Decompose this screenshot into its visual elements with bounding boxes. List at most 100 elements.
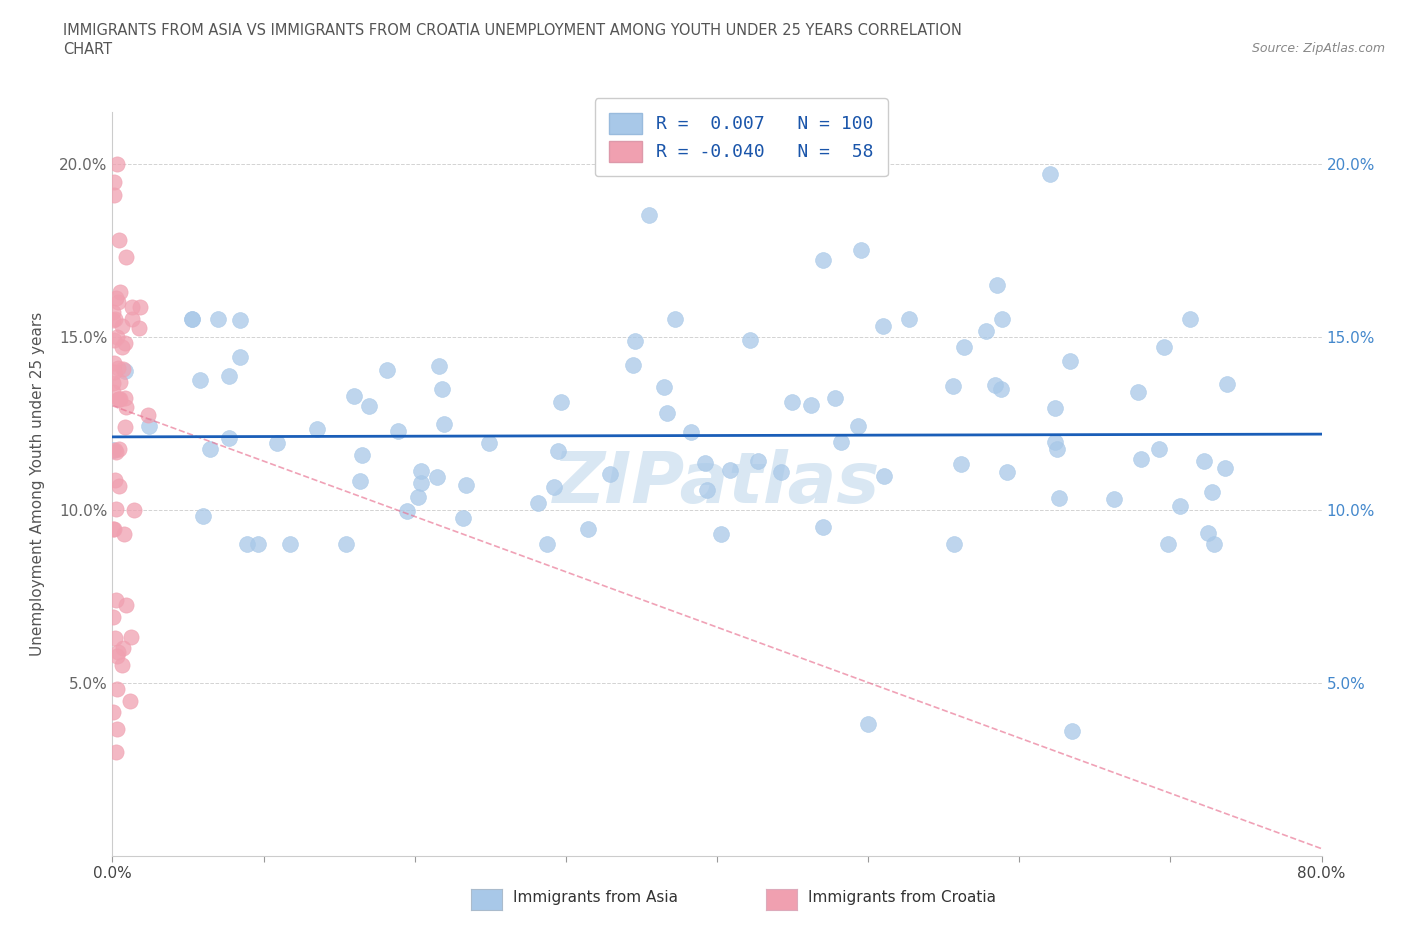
Point <box>638 208 661 223</box>
Point <box>335 537 357 551</box>
Point <box>624 334 647 349</box>
Point <box>426 470 449 485</box>
Point <box>229 312 252 327</box>
Point <box>849 243 872 258</box>
Point <box>1157 537 1180 551</box>
Point <box>872 319 894 334</box>
Point <box>396 504 419 519</box>
Point <box>103 332 125 347</box>
Point <box>718 463 741 478</box>
Point <box>111 339 134 354</box>
Point <box>104 472 127 487</box>
Point <box>550 395 572 410</box>
Point <box>387 424 409 439</box>
Point <box>1170 499 1192 514</box>
Point <box>112 527 135 542</box>
Point <box>576 522 599 537</box>
Point <box>103 312 125 326</box>
Point <box>114 419 136 434</box>
Point <box>1147 442 1170 457</box>
Point <box>406 490 429 505</box>
Point <box>105 329 128 344</box>
Point <box>1216 376 1239 391</box>
Point <box>430 382 453 397</box>
Point <box>110 658 132 672</box>
Point <box>873 469 896 484</box>
Point <box>1102 492 1125 507</box>
Point <box>103 375 125 390</box>
Point <box>103 443 125 458</box>
Point <box>811 520 834 535</box>
Point <box>1192 454 1215 469</box>
Point <box>433 416 456 431</box>
Point <box>1038 166 1062 181</box>
Point <box>1045 434 1067 449</box>
Point <box>115 249 138 264</box>
Point <box>188 372 211 387</box>
Point <box>105 156 128 171</box>
Point <box>621 358 644 373</box>
Point <box>128 321 150 336</box>
Point <box>121 299 143 314</box>
Point <box>104 443 127 458</box>
Point <box>747 454 769 469</box>
Point <box>108 284 131 299</box>
Point <box>114 390 136 405</box>
Point <box>103 385 125 400</box>
Point <box>1046 442 1069 457</box>
Point <box>235 537 257 551</box>
Point <box>342 389 364 404</box>
Point <box>769 465 792 480</box>
Point <box>105 290 128 305</box>
Text: Source: ZipAtlas.com: Source: ZipAtlas.com <box>1251 42 1385 55</box>
Point <box>180 312 202 326</box>
Point <box>942 537 965 551</box>
Point <box>599 467 621 482</box>
Point <box>218 431 240 445</box>
Point <box>110 319 132 334</box>
Point <box>1201 485 1223 499</box>
Point <box>657 406 679 421</box>
Point <box>103 355 125 370</box>
Point <box>103 365 125 379</box>
Y-axis label: Unemployment Among Youth under 25 years: Unemployment Among Youth under 25 years <box>31 312 45 656</box>
Point <box>976 324 998 339</box>
Point <box>991 312 1014 326</box>
Text: CHART: CHART <box>63 42 112 57</box>
Point <box>180 312 202 326</box>
Point <box>1202 537 1225 551</box>
Point <box>207 312 229 326</box>
Point <box>536 537 558 551</box>
Point <box>114 364 136 379</box>
Point <box>107 360 129 375</box>
Point <box>350 447 373 462</box>
Point <box>800 398 823 413</box>
Point <box>984 378 1007 392</box>
Point <box>846 418 869 433</box>
Point <box>103 312 125 327</box>
Point <box>129 299 152 314</box>
Point <box>103 610 125 625</box>
Point <box>200 442 222 457</box>
Point <box>1062 724 1084 738</box>
Legend: R =  0.007   N = 100, R = -0.040   N =  58: R = 0.007 N = 100, R = -0.040 N = 58 <box>595 99 889 176</box>
Point <box>427 358 450 373</box>
Point <box>103 175 125 190</box>
Point <box>547 444 569 458</box>
Point <box>375 362 398 377</box>
Point <box>990 381 1012 396</box>
Point <box>453 511 475 525</box>
Point <box>103 522 125 537</box>
Point <box>107 392 129 406</box>
Text: Immigrants from Asia: Immigrants from Asia <box>513 890 678 905</box>
Point <box>478 435 501 450</box>
Point <box>409 463 432 478</box>
Point <box>118 694 141 709</box>
Point <box>103 188 125 203</box>
Point <box>107 442 129 457</box>
Point <box>740 332 762 347</box>
Point <box>1129 452 1152 467</box>
Point <box>105 592 128 607</box>
Point <box>107 644 129 659</box>
Point <box>696 483 718 498</box>
